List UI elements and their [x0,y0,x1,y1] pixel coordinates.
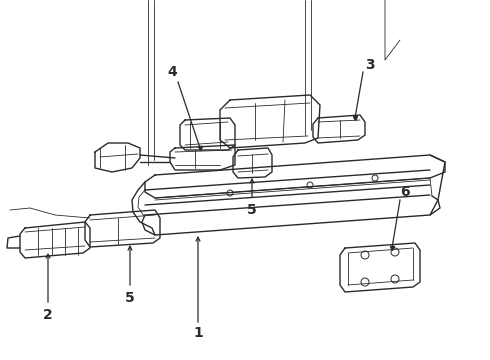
Text: 5: 5 [125,291,135,305]
Text: 6: 6 [400,185,410,199]
Text: 4: 4 [167,65,177,79]
Text: 2: 2 [43,308,53,322]
Text: 5: 5 [247,203,257,217]
Text: 3: 3 [365,58,375,72]
Text: 1: 1 [193,326,203,340]
